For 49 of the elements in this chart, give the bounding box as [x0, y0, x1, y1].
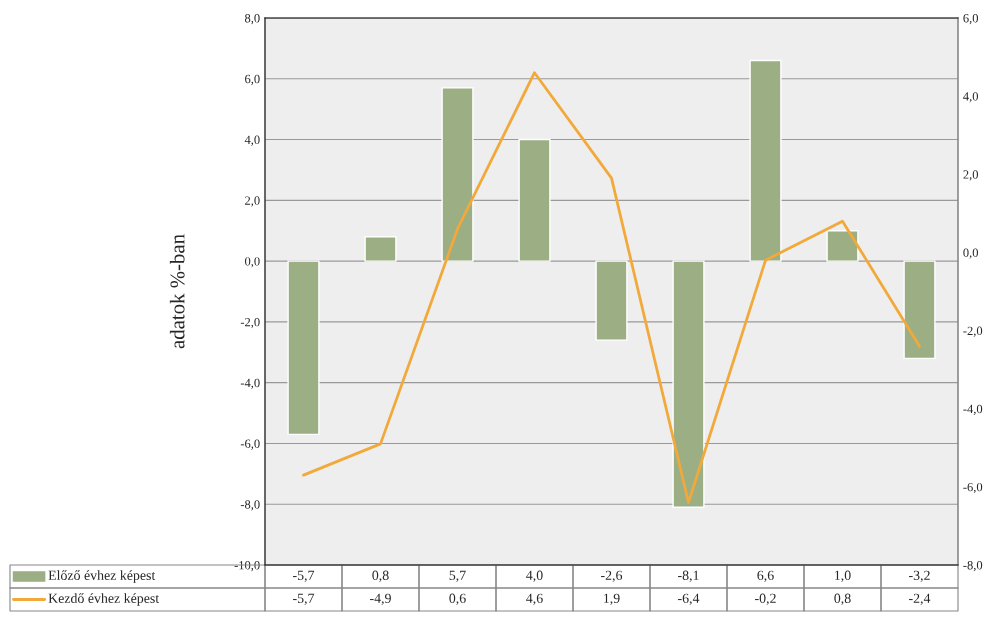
bar — [287, 260, 320, 436]
data-label: 0,8 — [834, 593, 851, 605]
data-label: -4,9 — [370, 593, 391, 605]
y2-tick-label: -2,0 — [963, 326, 983, 337]
data-label: 4,0 — [526, 570, 543, 582]
y2-tick-label: -8,0 — [963, 561, 983, 572]
y-tick-label: 0,0 — [244, 257, 260, 268]
y-tick-label: -6,0 — [240, 439, 260, 450]
data-label: -2,6 — [601, 570, 623, 582]
y2-tick-label: -6,0 — [963, 482, 983, 494]
y-tick-label: -8,0 — [240, 500, 260, 511]
y-axis-title: adatok %-ban — [169, 234, 185, 349]
bar — [441, 87, 474, 262]
data-label: 5,7 — [449, 570, 466, 582]
bar — [749, 59, 782, 262]
data-label: -0,2 — [755, 593, 776, 605]
bar — [826, 230, 859, 262]
y2-tick-label: 2,0 — [963, 170, 979, 181]
data-label: 0,8 — [372, 570, 389, 582]
y-tick-label: 4,0 — [244, 135, 260, 146]
legend-label: Előző évhez képest — [48, 570, 156, 583]
data-label: -6,4 — [678, 593, 700, 605]
line-series — [302, 71, 921, 504]
legend-label: Kezdő évhez képest — [48, 593, 160, 606]
y-tick-label: 6,0 — [245, 74, 260, 86]
data-label: -5,7 — [293, 570, 315, 582]
data-label: -5,7 — [293, 593, 315, 605]
bar — [903, 260, 936, 360]
y-tick-label: 8,0 — [244, 14, 260, 25]
y2-tick-label: 0,0 — [963, 248, 979, 259]
data-label: 6,6 — [757, 570, 774, 582]
y2-tick-label: -4,0 — [963, 404, 983, 415]
bar — [364, 236, 397, 262]
data-label: 1,0 — [835, 570, 851, 582]
y-tick-label: -4,0 — [240, 378, 260, 389]
y-tick-label: 2,0 — [245, 196, 260, 207]
y2-tick-label: 4,0 — [963, 92, 979, 103]
y2-tick-label: 6,0 — [963, 14, 979, 25]
bar — [595, 260, 628, 341]
y-tick-label: -2,0 — [240, 317, 260, 329]
data-label: 1,9 — [604, 593, 620, 605]
bar — [672, 260, 705, 508]
data-label: -2,4 — [909, 593, 931, 605]
y-tick-label: -10,0 — [234, 561, 260, 572]
data-label: -3,2 — [909, 570, 930, 582]
data-label: 0,6 — [449, 593, 466, 605]
data-label: 4,6 — [526, 593, 543, 605]
data-label: -8,1 — [678, 570, 699, 582]
bar — [518, 138, 551, 262]
